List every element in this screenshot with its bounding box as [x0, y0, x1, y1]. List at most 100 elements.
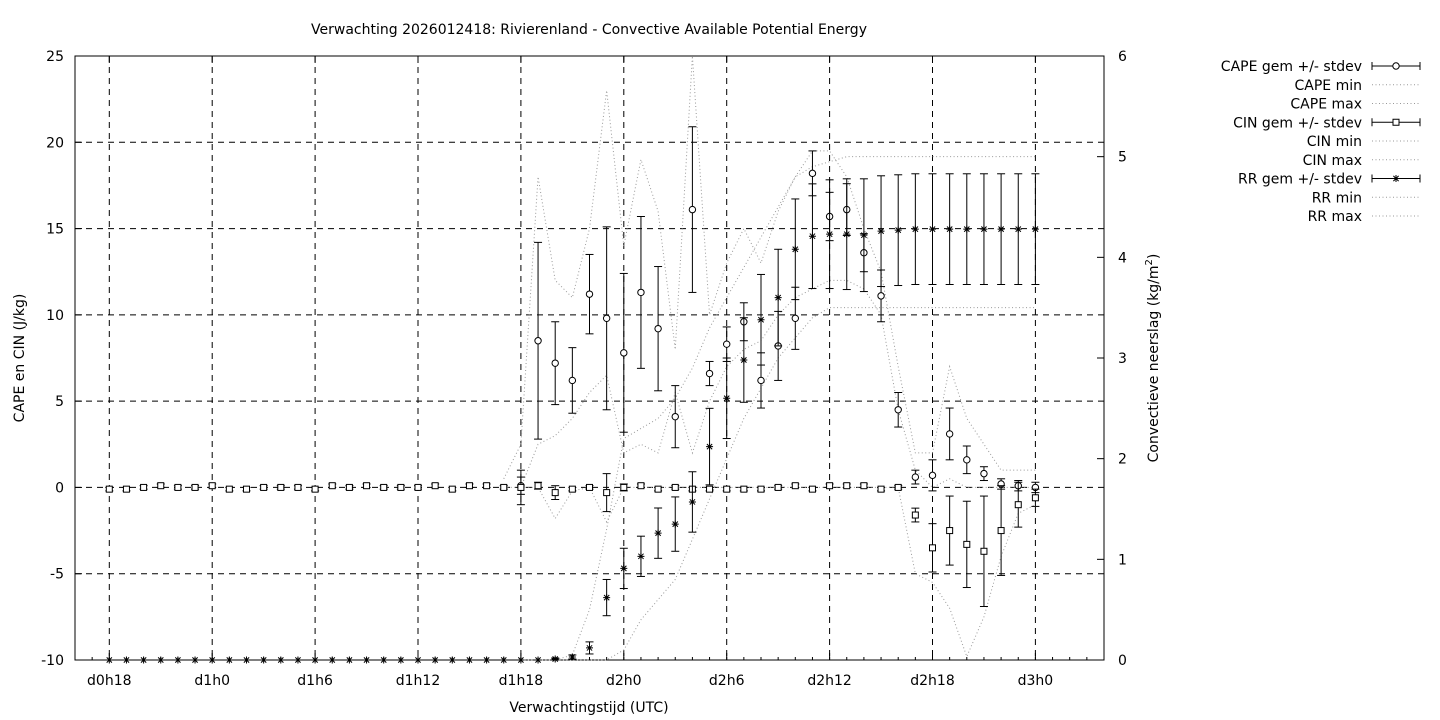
data-point: [740, 485, 748, 493]
data-point: [157, 656, 165, 664]
x-tick-label: d1h6: [297, 673, 333, 689]
data-point: [311, 656, 319, 664]
y2-axis-label: Convectieve neerslag (kg/m2): [1144, 254, 1162, 463]
data-point: [723, 394, 731, 402]
data-point: [191, 656, 199, 664]
data-point: [586, 483, 593, 491]
data-point: [414, 483, 422, 491]
data-point: [500, 483, 508, 491]
data-point: [791, 245, 799, 253]
data-point: [551, 655, 559, 663]
legend-label: RR max: [1308, 209, 1362, 225]
data-point: [706, 443, 714, 451]
data-point: [208, 656, 216, 664]
chart-title: Verwachting 2026012418: Rivierenland - C…: [311, 22, 867, 38]
data-point: [225, 656, 233, 664]
data-point: [911, 473, 920, 481]
data-point: [774, 483, 782, 491]
y2-tick-label: 6: [1118, 49, 1127, 65]
data-point: [963, 540, 971, 548]
data-point: [397, 656, 405, 664]
data-point: [894, 226, 902, 234]
data-point: [757, 316, 765, 324]
data-point: [791, 482, 799, 490]
data-point: [568, 376, 577, 385]
data-point: [140, 656, 148, 664]
data-point: [997, 225, 1005, 233]
data-point: [826, 482, 834, 490]
data-point: [157, 482, 165, 490]
data-point: [1031, 494, 1039, 502]
data-point: [277, 483, 285, 491]
data-point: [345, 656, 353, 664]
data-point: [1031, 225, 1039, 233]
data-point: [140, 483, 148, 491]
data-point: [225, 485, 233, 493]
data-point: [911, 511, 919, 519]
legend-marker: [1392, 62, 1400, 70]
data-point: [500, 656, 508, 664]
plot-frame: [74, 55, 1105, 661]
data-point: [585, 290, 594, 298]
data-point: [980, 547, 988, 555]
y2-tick-label: 1: [1118, 552, 1127, 568]
data-point: [671, 520, 679, 528]
data-point: [431, 482, 439, 490]
data-point: [963, 225, 971, 233]
data-point: [243, 485, 250, 493]
legend-label: CIN max: [1303, 153, 1362, 169]
data-point: [105, 485, 113, 493]
data-point: [1014, 225, 1022, 233]
data-point: [363, 656, 371, 664]
y-tick-label: 10: [46, 308, 64, 324]
y2-axis-label-close: ): [1146, 254, 1162, 259]
legend-label: CIN gem +/- stdev: [1233, 115, 1362, 131]
data-point: [602, 314, 611, 323]
data-point: [808, 232, 816, 240]
data-point: [637, 482, 645, 490]
y-tick-label: 25: [46, 49, 64, 65]
data-point: [620, 483, 628, 491]
data-point: [380, 656, 388, 664]
data-point: [637, 288, 645, 297]
data-point: [551, 489, 559, 497]
data-point: [894, 406, 902, 414]
data-point: [808, 169, 817, 178]
legend: CAPE gem +/- stdev CAPE min CAPE max CIN ge…: [1221, 59, 1421, 225]
data-point: [980, 225, 988, 233]
x-tick-label: d1h12: [396, 673, 440, 689]
data-point: [929, 544, 936, 552]
data-point: [465, 482, 473, 490]
y-tick-label: -10: [41, 653, 64, 669]
data-point: [534, 656, 542, 664]
data-point: [826, 230, 834, 238]
y-axis-label: CAPE en CIN (J/kg): [12, 294, 28, 423]
data-point: [654, 324, 662, 333]
x-axis-label: Verwachtingstijd (UTC): [509, 700, 668, 716]
data-point: [894, 483, 902, 491]
x-tick-label: d0h18: [87, 673, 131, 689]
data-point: [928, 471, 937, 480]
legend-label: CAPE gem +/- stdev: [1221, 59, 1362, 75]
data-point: [122, 656, 130, 664]
data-point: [843, 230, 851, 238]
data-point: [843, 482, 851, 490]
data-point: [534, 482, 542, 490]
data-point: [946, 527, 954, 535]
data-point: [534, 337, 542, 345]
data-point: [328, 482, 336, 490]
data-point: [946, 225, 954, 233]
data-point: [465, 656, 473, 664]
x-tick-label: d2h18: [910, 673, 954, 689]
data-point: [705, 369, 714, 378]
data-point: [483, 482, 491, 490]
y-tick-label: -5: [50, 567, 64, 583]
data-point: [448, 656, 456, 664]
data-point: [174, 656, 182, 664]
y-tick-label: 15: [46, 222, 64, 238]
y2-tick-label: 4: [1118, 250, 1127, 266]
data-point: [397, 483, 405, 491]
data-point: [122, 485, 130, 493]
legend-label: CAPE min: [1295, 78, 1363, 94]
